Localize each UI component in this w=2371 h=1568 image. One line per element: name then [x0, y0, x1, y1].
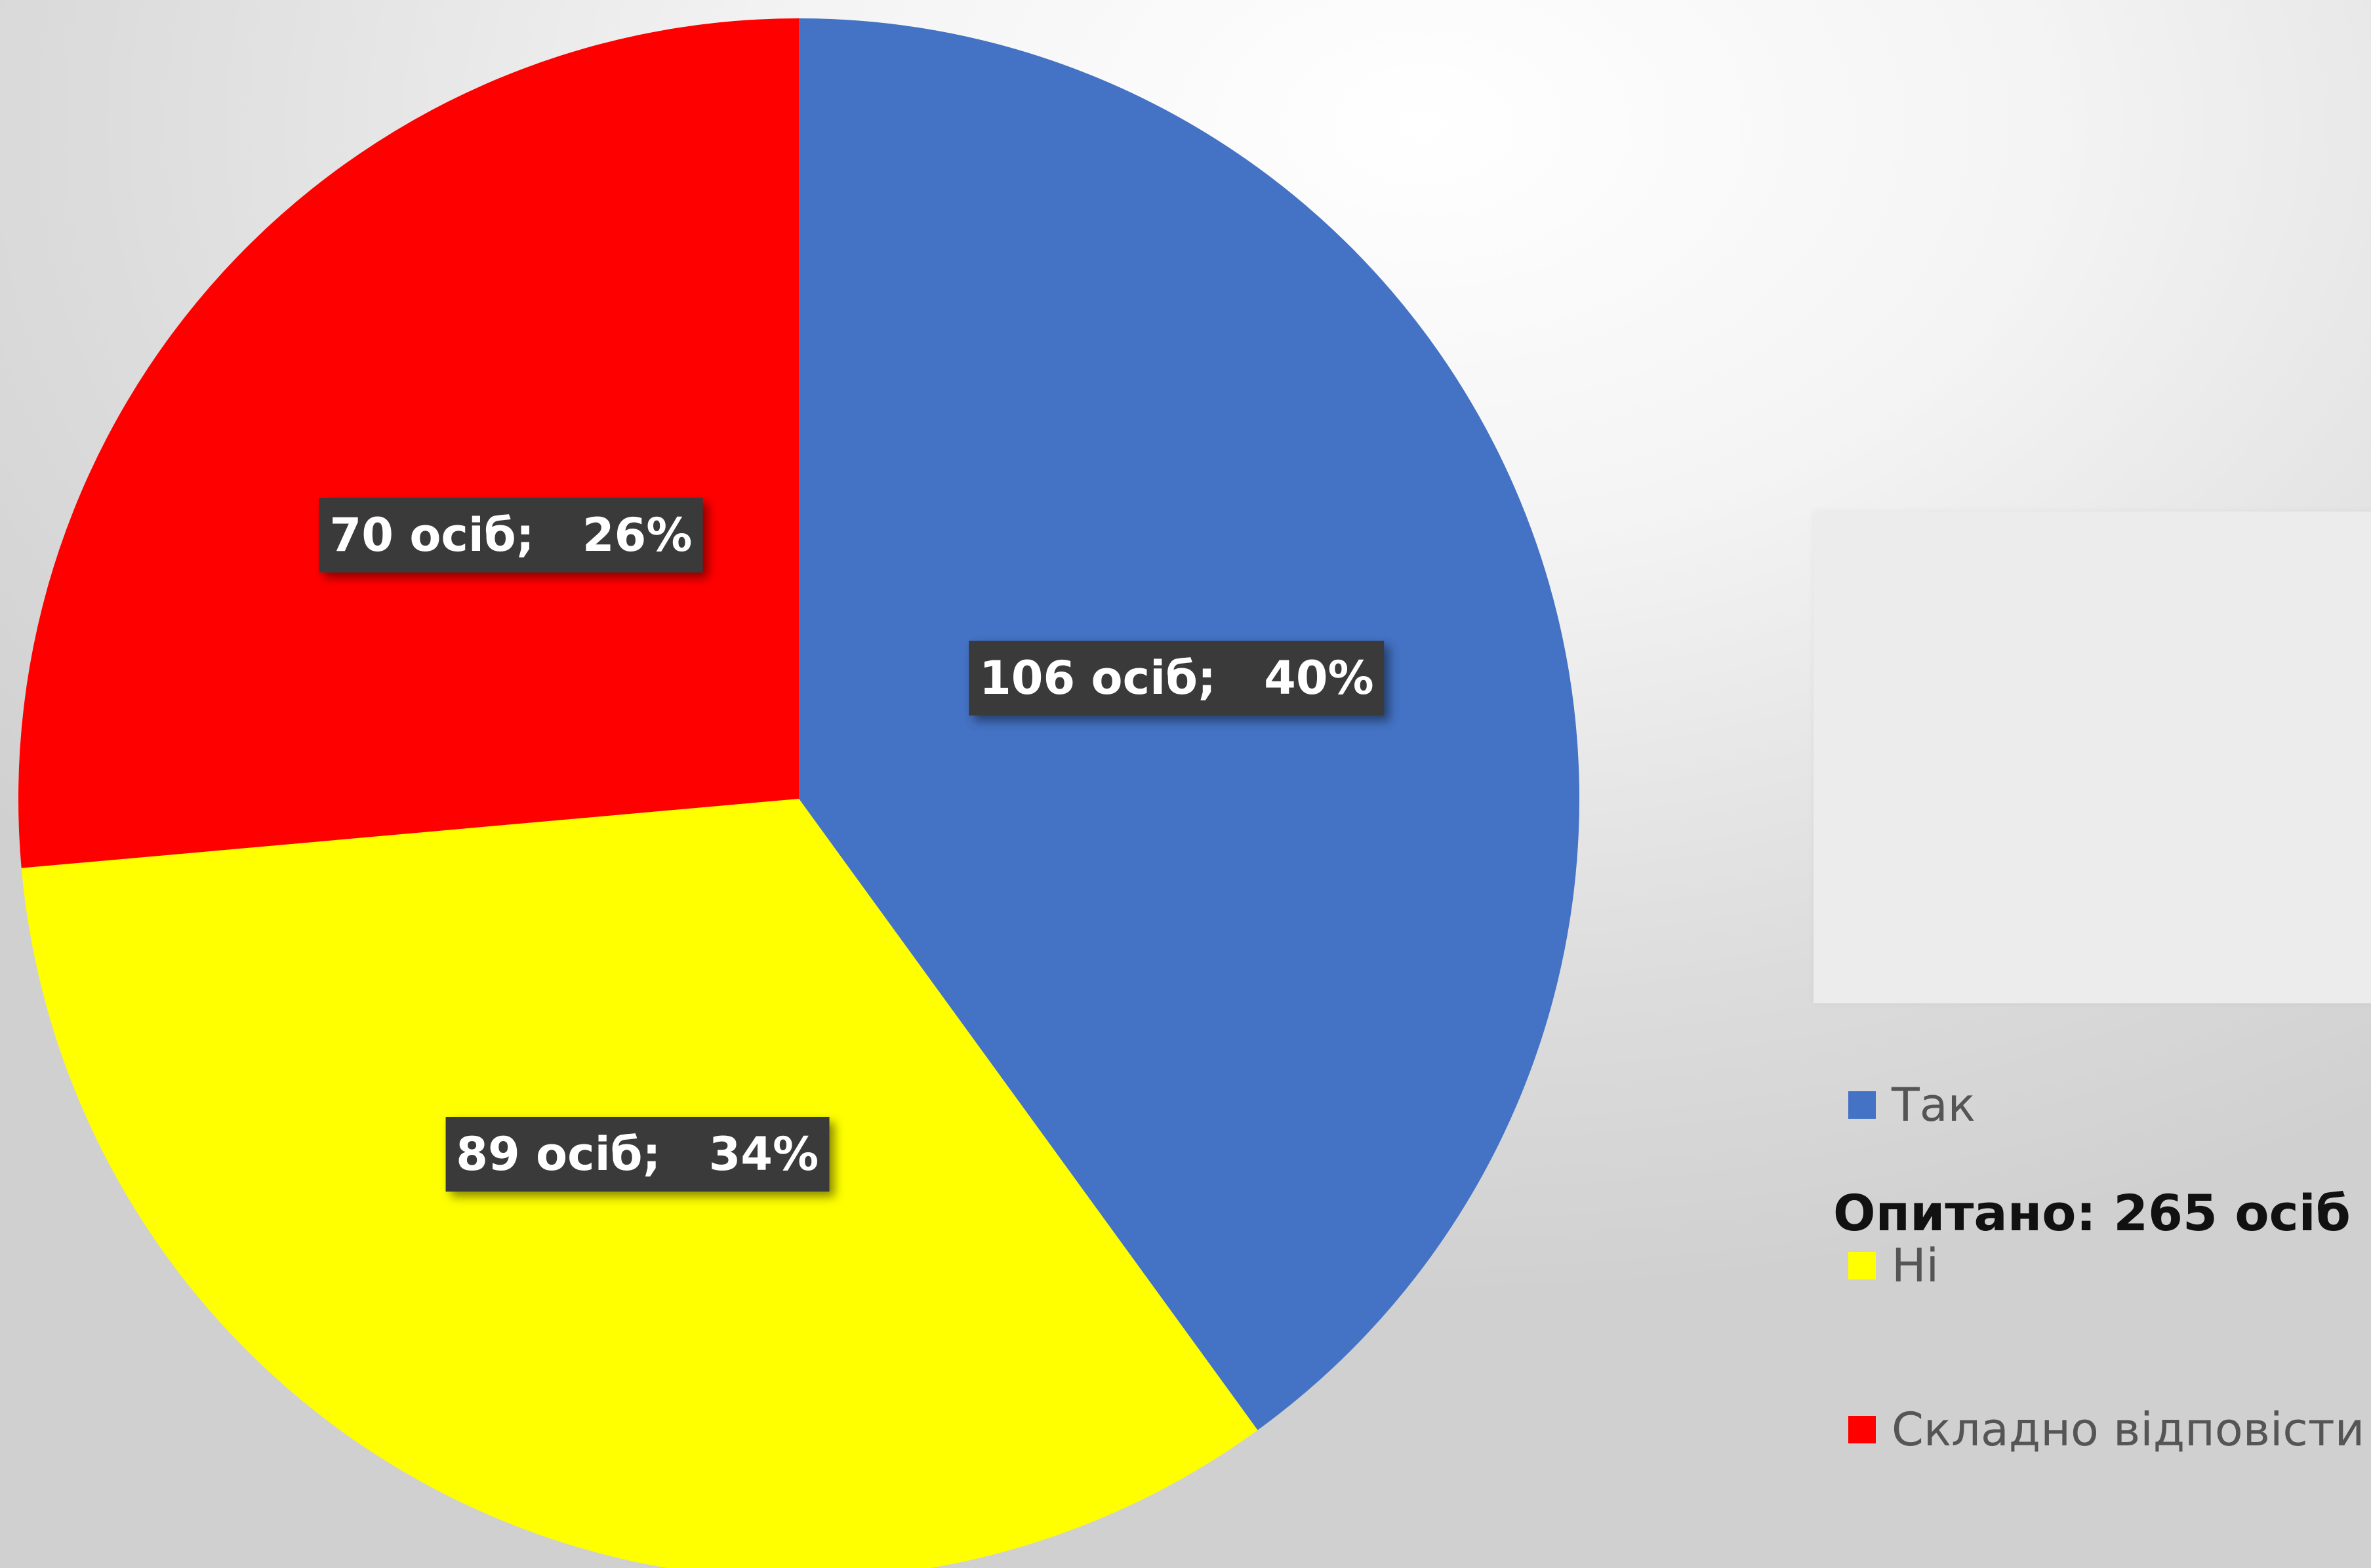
slice-tak [799, 18, 1580, 1430]
legend-swatch-skladno [1848, 1416, 1876, 1443]
legend-label-tak: Так [1892, 1078, 1976, 1132]
respondents-total: Опитано: 265 осіб [1833, 1184, 2351, 1242]
slice-label-ni: 89 осіб; 34% [445, 1116, 830, 1192]
slice-label-skladno: 70 осіб; 26% [319, 498, 703, 573]
legend-swatch-ni [1848, 1252, 1876, 1279]
legend-item-skladno: Складно відповісти [1848, 1403, 2365, 1457]
legend-item-ni: Ні [1848, 1239, 1939, 1293]
legend-label-ni: Ні [1892, 1239, 1939, 1293]
legend-label-skladno: Складно відповісти [1892, 1403, 2365, 1457]
legend-swatch-tak [1848, 1091, 1876, 1119]
legend: Так Ні Складно відповісти [1814, 512, 2371, 1457]
legend-item-tak: Так [1848, 1078, 1976, 1132]
slice-label-tak: 106 осіб; 40% [969, 641, 1385, 716]
slice-skladno [18, 18, 799, 868]
